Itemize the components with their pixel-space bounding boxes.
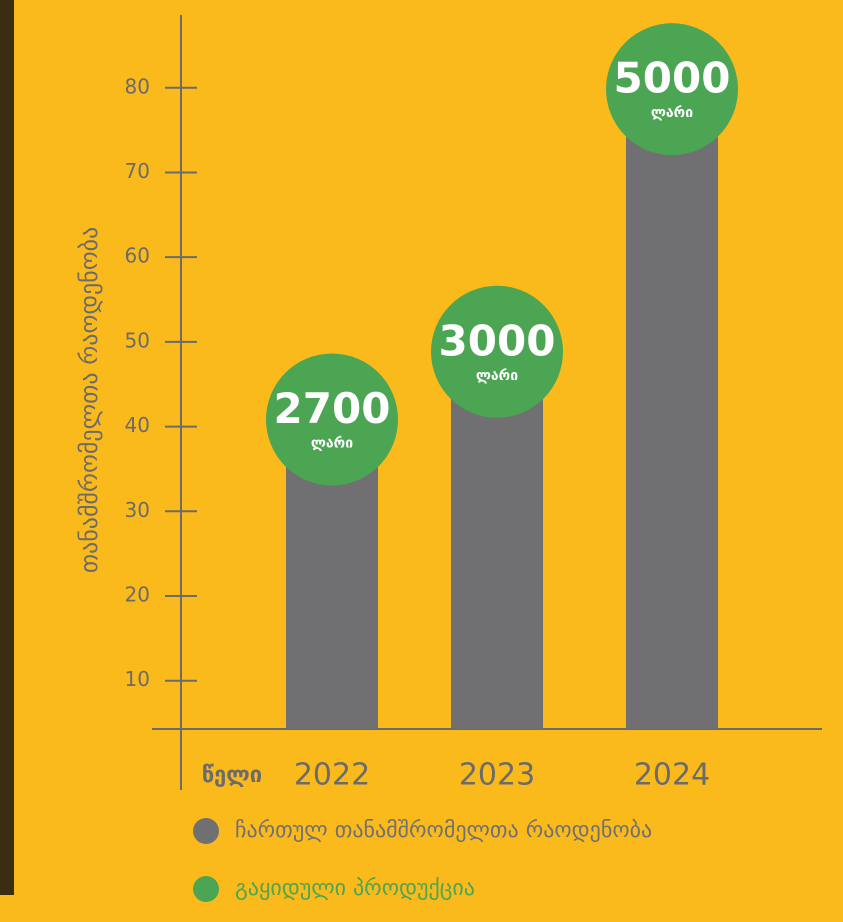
- value-unit: ლარი: [476, 368, 518, 384]
- value-label: 3000: [439, 316, 556, 365]
- bar: [286, 443, 378, 729]
- value-label: 5000: [614, 54, 731, 103]
- x-tick-label: 2023: [459, 758, 535, 793]
- legend-marker: [193, 818, 219, 844]
- value-unit: ლარი: [651, 105, 693, 121]
- bar: [451, 375, 543, 729]
- legend-label: გაყიდული პროდუქცია: [235, 876, 475, 901]
- y-axis-label: თანამშრომელთა რაოდენობა: [75, 227, 103, 573]
- legend-label: ჩართულ თანამშრომელთა რაოდენობა: [235, 818, 652, 843]
- y-tick-label: 60: [125, 244, 150, 268]
- x-axis-label: წელი: [202, 763, 262, 788]
- y-tick-label: 80: [125, 74, 150, 98]
- value-badge: [606, 23, 738, 156]
- y-tick-label: 40: [125, 413, 150, 437]
- side-strip: [0, 0, 14, 895]
- y-tick-label: 30: [125, 498, 150, 522]
- value-badge: [431, 285, 563, 418]
- y-tick-label: 10: [125, 667, 150, 691]
- bar: [626, 113, 718, 729]
- y-tick-label: 50: [125, 328, 150, 352]
- legend-marker: [193, 876, 219, 902]
- y-tick-label: 70: [125, 159, 150, 183]
- value-badge: [266, 353, 398, 486]
- value-label: 2700: [274, 384, 391, 433]
- x-tick-label: 2024: [634, 758, 710, 793]
- x-tick-label: 2022: [294, 758, 370, 793]
- y-tick-label: 20: [125, 583, 150, 607]
- value-unit: ლარი: [311, 436, 353, 452]
